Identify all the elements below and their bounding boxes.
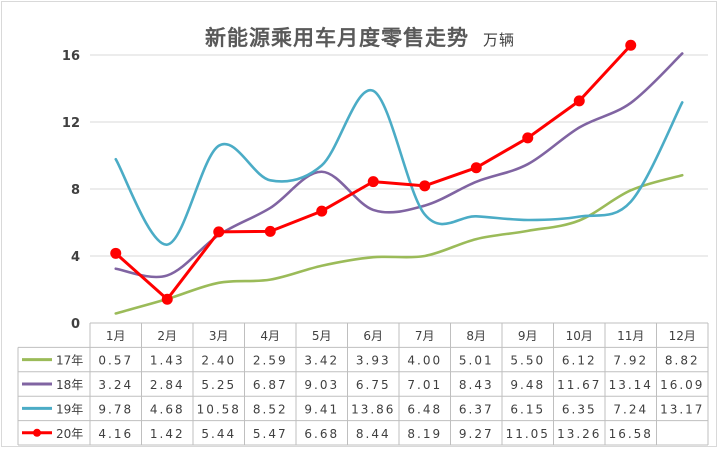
data-label: 6.12 <box>562 354 597 368</box>
data-point-20年 <box>367 176 379 188</box>
data-label: 9.41 <box>304 402 339 416</box>
data-label: 6.48 <box>407 402 442 416</box>
x-category-label: 10月 <box>566 329 593 343</box>
data-label: 8.52 <box>253 402 288 416</box>
data-label: 2.59 <box>253 354 288 368</box>
data-label: 6.87 <box>253 378 288 392</box>
y-tick-label: 0 <box>71 317 80 332</box>
y-tick-label: 4 <box>71 250 80 265</box>
x-category-label: 9月 <box>518 329 538 343</box>
y-tick-label: 16 <box>62 49 80 64</box>
data-label: 7.24 <box>613 402 648 416</box>
data-label: 8.44 <box>356 427 391 441</box>
data-label: 1.43 <box>150 354 185 368</box>
data-label: 5.25 <box>201 378 236 392</box>
data-label: 9.03 <box>304 378 339 392</box>
data-label: 16.09 <box>660 378 704 392</box>
data-point-20年 <box>470 162 482 174</box>
data-label: 8.19 <box>407 427 442 441</box>
data-label: 16.58 <box>609 427 653 441</box>
legend-label: 19年 <box>56 402 83 416</box>
y-tick-label: 8 <box>71 183 80 198</box>
data-label: 6.15 <box>510 402 545 416</box>
data-label: 5.01 <box>459 354 494 368</box>
data-point-20年 <box>264 225 276 237</box>
data-label: 8.82 <box>665 354 700 368</box>
legend-label: 18年 <box>56 378 83 392</box>
data-label: 9.48 <box>510 378 545 392</box>
data-label: 4.00 <box>407 354 442 368</box>
x-category-label: 11月 <box>617 329 644 343</box>
data-label: 13.17 <box>660 402 704 416</box>
data-point-20年 <box>213 226 225 238</box>
data-label: 3.93 <box>356 354 391 368</box>
data-point-20年 <box>522 132 534 144</box>
data-label: 3.24 <box>98 378 133 392</box>
data-label: 6.37 <box>459 402 494 416</box>
x-category-label: 5月 <box>312 329 332 343</box>
y-tick-label: 12 <box>62 116 80 131</box>
x-category-label: 8月 <box>466 329 486 343</box>
data-point-20年 <box>573 95 585 107</box>
x-category-label: 7月 <box>415 329 435 343</box>
x-category-label: 12月 <box>669 329 696 343</box>
data-label: 13.86 <box>351 402 395 416</box>
legend-label: 17年 <box>56 354 83 368</box>
data-label: 10.58 <box>197 402 241 416</box>
data-point-20年 <box>161 293 173 305</box>
chart-title-wrap: 新能源乘用车月度零售走势 万辆 <box>0 22 720 52</box>
x-category-label: 2月 <box>157 329 177 343</box>
data-point-20年 <box>110 247 122 259</box>
data-label: 8.43 <box>459 378 494 392</box>
data-label: 1.42 <box>150 427 185 441</box>
data-label: 5.47 <box>253 427 288 441</box>
data-label: 13.14 <box>609 378 653 392</box>
data-label: 9.27 <box>459 427 494 441</box>
data-label: 11.05 <box>506 427 550 441</box>
data-label: 11.67 <box>557 378 601 392</box>
data-label: 13.26 <box>557 427 601 441</box>
data-label: 3.42 <box>304 354 339 368</box>
series-line-17年 <box>114 173 684 315</box>
data-label: 6.35 <box>562 402 597 416</box>
data-label: 7.01 <box>407 378 442 392</box>
data-label: 6.75 <box>356 378 391 392</box>
data-point-20年 <box>316 205 328 217</box>
data-label: 4.16 <box>98 427 133 441</box>
data-label: 4.68 <box>150 402 185 416</box>
chart-unit: 万辆 <box>482 31 515 49</box>
data-label: 2.84 <box>150 378 185 392</box>
data-label: 6.68 <box>304 427 339 441</box>
chart-title: 新能源乘用车月度零售走势 <box>204 26 469 50</box>
data-label: 7.92 <box>613 354 648 368</box>
data-label: 5.44 <box>201 427 236 441</box>
data-point-20年 <box>625 39 637 51</box>
data-point-20年 <box>419 180 431 192</box>
data-label: 2.40 <box>201 354 236 368</box>
x-category-label: 1月 <box>106 329 126 343</box>
data-label: 0.57 <box>98 354 133 368</box>
series-line-20年 <box>114 43 633 301</box>
data-label: 9.78 <box>98 402 133 416</box>
legend-label: 20年 <box>56 427 83 441</box>
data-label: 5.50 <box>510 354 545 368</box>
x-category-label: 6月 <box>363 329 383 343</box>
series-line-19年 <box>114 89 684 246</box>
series-line-18年 <box>114 52 684 279</box>
x-category-label: 3月 <box>209 329 229 343</box>
legend-marker-20年 <box>33 428 41 437</box>
x-category-label: 4月 <box>260 329 280 343</box>
